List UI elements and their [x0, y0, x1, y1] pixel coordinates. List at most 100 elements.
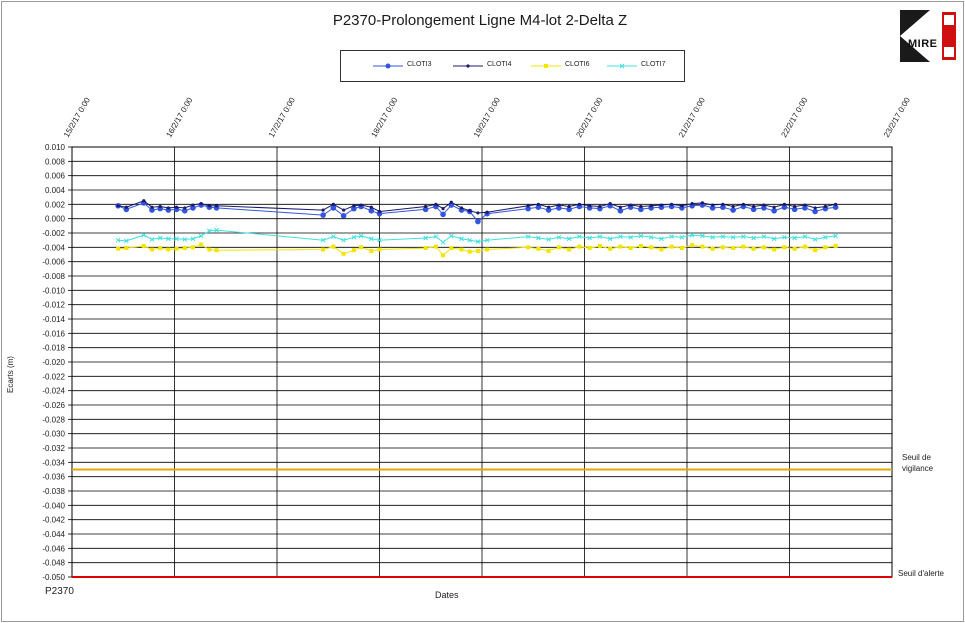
data-point [741, 234, 746, 239]
data-point [434, 202, 438, 206]
data-point [751, 235, 756, 241]
y-tick-label: -0.006 [42, 258, 65, 267]
data-point [567, 204, 571, 209]
data-point [752, 204, 756, 209]
data-point [587, 246, 592, 251]
data-point [638, 206, 644, 213]
data-point [793, 204, 797, 209]
data-point [331, 244, 336, 249]
series-cloti6 [116, 242, 838, 258]
y-tick-label: -0.022 [42, 372, 65, 381]
legend-label-cloti7: CLOTI7 [641, 61, 666, 68]
data-point [832, 204, 839, 210]
data-point [331, 234, 336, 239]
data-point [659, 236, 664, 242]
data-point [369, 205, 373, 209]
data-point [771, 207, 777, 214]
data-point [608, 246, 613, 251]
data-point [823, 204, 827, 209]
chart-title: P2370-Prolongement Ligne M4-lot 2-Delta … [332, 12, 628, 29]
data-point [731, 204, 735, 209]
data-point [440, 211, 446, 218]
data-point [207, 247, 212, 252]
data-point [526, 204, 530, 208]
data-point [368, 236, 374, 242]
data-point [116, 204, 120, 208]
data-point [557, 203, 561, 207]
y-tick-labels: 0.010 0.008 0.006 0.004 0.002 0.000 -0.002 -0.0… [42, 143, 65, 582]
data-point [182, 237, 188, 242]
data-point [123, 238, 129, 244]
x-tick-label: 18/2/17 0:00 [369, 95, 399, 139]
data-point [690, 202, 694, 206]
legend-marker-cloti4 [453, 64, 483, 68]
data-point [720, 204, 726, 210]
data-point [124, 205, 128, 209]
data-point [475, 218, 481, 225]
data-point [368, 207, 375, 214]
data-point [730, 207, 736, 213]
data-point [771, 236, 777, 242]
data-point [628, 234, 633, 240]
data-point [536, 202, 540, 206]
legend-label-cloti6: CLOTI6 [565, 61, 590, 68]
data-point [772, 247, 777, 252]
y-tick-label: -0.050 [42, 573, 65, 582]
data-point [174, 205, 179, 209]
data-point [535, 204, 542, 210]
y-tick-label: -0.036 [42, 473, 65, 482]
data-point [199, 202, 203, 206]
data-point [340, 213, 347, 219]
data-point [206, 228, 212, 234]
data-point [639, 204, 643, 209]
data-point [638, 243, 643, 248]
data-point [598, 204, 602, 209]
data-point [377, 237, 382, 243]
logo-text: MIRE [908, 38, 938, 50]
data-point [525, 205, 531, 212]
data-point [422, 206, 429, 213]
data-point [710, 246, 715, 251]
data-point [190, 205, 196, 211]
x-tick-label: 16/2/17 0:00 [164, 95, 194, 139]
data-point [751, 246, 756, 251]
legend-label-cloti4: CLOTI4 [487, 61, 512, 68]
series-line [118, 200, 836, 214]
data-point [198, 233, 204, 239]
data-point [750, 206, 757, 213]
data-point [577, 202, 581, 206]
data-point [547, 205, 551, 209]
data-point [833, 243, 838, 248]
data-point [165, 236, 171, 242]
data-point [618, 234, 623, 239]
data-point [459, 236, 464, 242]
data-point [629, 203, 633, 207]
data-point [183, 206, 187, 210]
legend-marker-cloti6 [531, 64, 561, 68]
data-point [174, 236, 179, 242]
y-tick-label: 0.006 [45, 172, 66, 181]
x-tick-label: 23/2/17 0:00 [882, 95, 912, 139]
data-point [803, 203, 807, 207]
y-tick-label: -0.016 [42, 329, 65, 338]
data-point [440, 239, 446, 245]
y-tick-label: -0.040 [42, 501, 65, 510]
y-tick-label: -0.038 [42, 487, 65, 496]
data-point [423, 246, 428, 251]
data-point [772, 205, 776, 209]
data-point [628, 246, 633, 251]
data-point [709, 205, 716, 211]
x-tick-label: 17/2/17 0:00 [267, 95, 297, 139]
data-point [792, 246, 797, 251]
data-point [649, 204, 653, 208]
data-point [149, 237, 155, 242]
threshold-label-vigilance-line1: Seuil de [902, 453, 931, 462]
y-tick-label: -0.030 [42, 430, 65, 439]
y-tick-label: -0.008 [42, 272, 65, 281]
data-point [485, 210, 489, 214]
data-point [802, 244, 807, 249]
data-point [761, 234, 767, 239]
data-point [670, 202, 674, 206]
data-point [567, 247, 572, 252]
data-point [700, 201, 704, 205]
